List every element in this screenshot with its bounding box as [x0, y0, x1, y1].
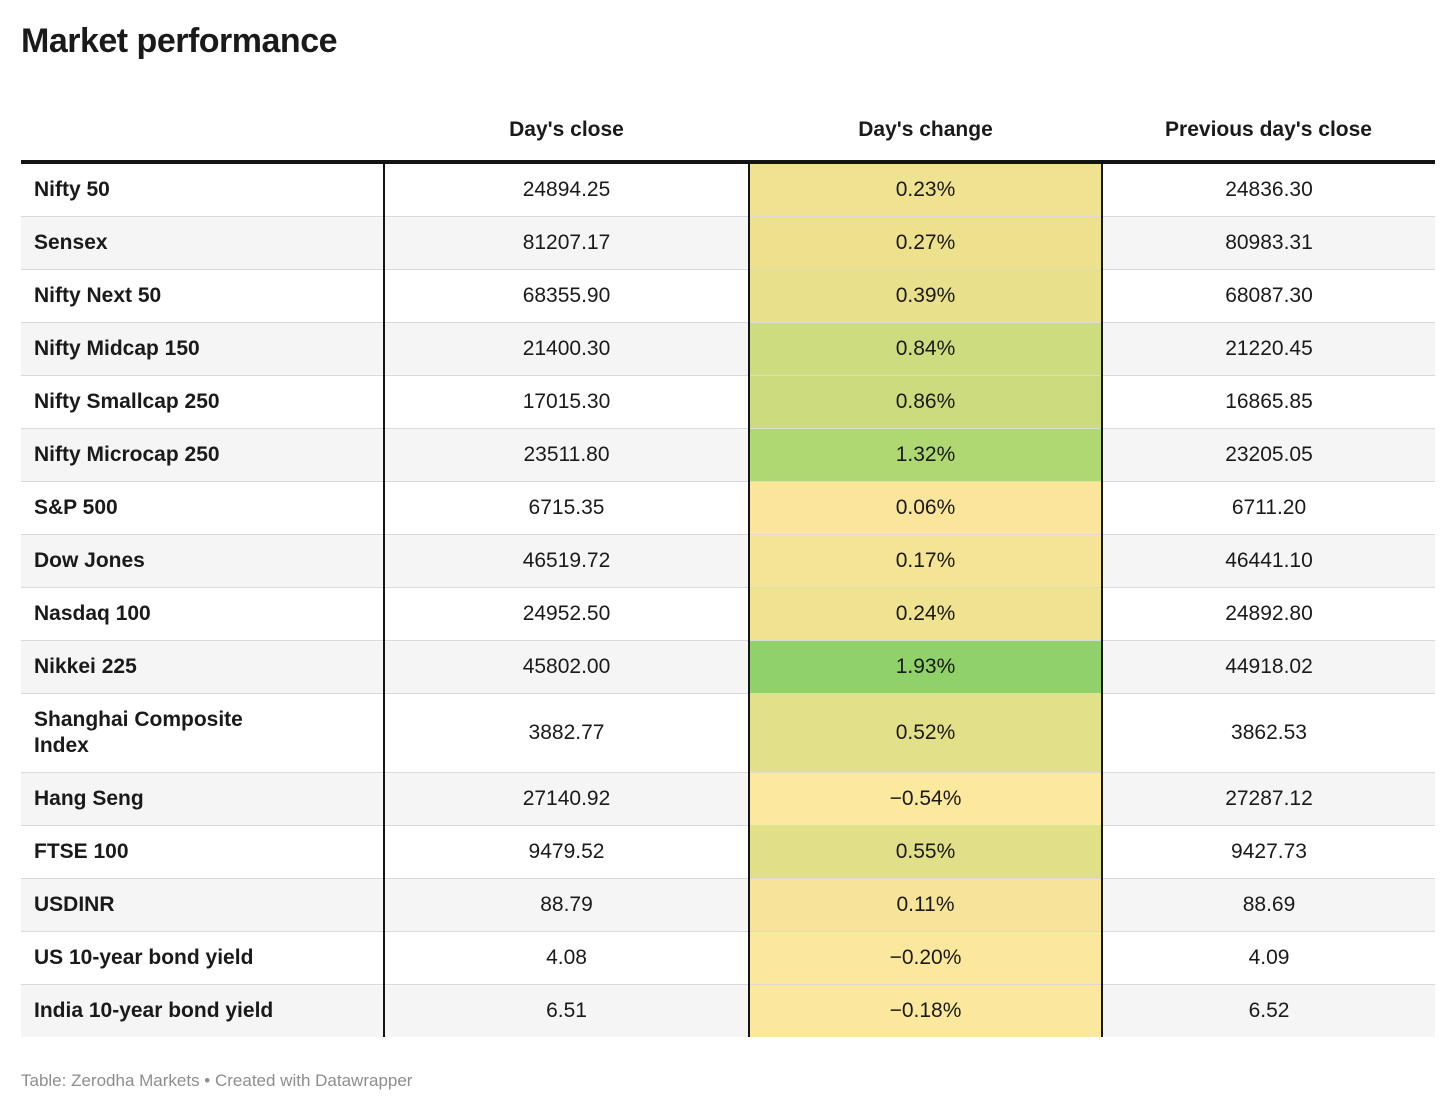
row-previous-days-close: 21220.45 — [1102, 322, 1435, 376]
row-days-change: 0.84% — [748, 322, 1103, 376]
table-body: Nifty 50 24894.25 0.23% 24836.30 Sensex 81207… — [21, 162, 1435, 1037]
row-days-change: 0.23% — [748, 162, 1103, 217]
row-index-name: Dow Jones — [21, 534, 385, 588]
table-row: Hang Seng 27140.92 −0.54% 27287.12 — [21, 772, 1435, 826]
row-index-name: Nikkei 225 — [21, 640, 385, 694]
row-previous-days-close: 24892.80 — [1102, 587, 1435, 641]
row-days-change: 1.32% — [748, 428, 1103, 482]
table-row: US 10-year bond yield 4.08 −0.20% 4.09 — [21, 931, 1435, 985]
row-days-close: 88.79 — [384, 878, 749, 932]
page-title: Market performance — [21, 22, 338, 60]
row-previous-days-close: 46441.10 — [1102, 534, 1435, 588]
table-row: Nikkei 225 45802.00 1.93% 44918.02 — [21, 640, 1435, 694]
table-row: India 10-year bond yield 6.51 −0.18% 6.52 — [21, 984, 1435, 1037]
row-index-name: Nifty Midcap 150 — [21, 322, 385, 376]
row-days-close: 27140.92 — [384, 772, 749, 826]
row-previous-days-close: 9427.73 — [1102, 825, 1435, 879]
row-days-close: 68355.90 — [384, 269, 749, 323]
row-previous-days-close: 24836.30 — [1225, 178, 1313, 201]
table-row: Nifty 50 24894.25 0.23% 24836.30 — [21, 162, 1435, 217]
market-performance-table: Day's close Day's change Previous day's … — [21, 118, 1435, 1037]
row-days-change: −0.54% — [748, 772, 1103, 826]
row-days-close: 4.08 — [384, 931, 749, 985]
row-days-change: 0.52% — [748, 693, 1103, 773]
table-row: Sensex 81207.17 0.27% 80983.31 — [21, 216, 1435, 270]
row-days-close: 45802.00 — [384, 640, 749, 694]
row-days-change: 0.55% — [748, 825, 1103, 879]
table-row: Shanghai Composite Index 3882.77 0.52% 3862… — [21, 693, 1435, 773]
table-row: Nifty Next 50 68355.90 0.39% 68087.30 — [21, 269, 1435, 323]
row-days-change: 0.11% — [748, 878, 1103, 932]
row-previous-days-close: 4.09 — [1102, 931, 1435, 985]
row-previous-days-close: 6711.20 — [1102, 481, 1435, 535]
row-index-name: Nasdaq 100 — [21, 587, 385, 641]
row-days-change: 0.06% — [748, 481, 1103, 535]
row-days-change: 0.86% — [748, 375, 1103, 429]
row-previous-days-close: 88.69 — [1102, 878, 1435, 932]
row-days-change: 0.17% — [748, 534, 1103, 588]
header-days-close: Day's close — [384, 118, 749, 164]
table-row: Nifty Microcap 250 23511.80 1.32% 23205.05 — [21, 428, 1435, 482]
row-days-change: 0.39% — [748, 269, 1103, 323]
row-days-change: −0.18% — [748, 984, 1103, 1037]
row-previous-days-close: 6.52 — [1102, 984, 1435, 1037]
row-days-close: 21400.30 — [384, 322, 749, 376]
row-previous-days-close: 80983.31 — [1102, 216, 1435, 270]
header-days-change: Day's change — [749, 118, 1102, 164]
row-days-close: 24894.25 — [522, 178, 611, 201]
table-row: FTSE 100 9479.52 0.55% 9427.73 — [21, 825, 1435, 879]
row-days-change: 1.93% — [748, 640, 1103, 694]
table-attribution: Table: Zerodha Markets • Created with Da… — [21, 1071, 413, 1090]
row-days-close: 81207.17 — [384, 216, 749, 270]
table-row: Nifty Smallcap 250 17015.30 0.86% 16865.85 — [21, 375, 1435, 429]
row-previous-days-close: 23205.05 — [1102, 428, 1435, 482]
row-previous-days-close: 68087.30 — [1102, 269, 1435, 323]
row-index-name: Hang Seng — [21, 772, 385, 826]
row-days-close: 3882.77 — [384, 693, 749, 773]
row-index-name: Sensex — [21, 216, 385, 270]
row-days-close: 24952.50 — [384, 587, 749, 641]
row-index-name: Nifty Next 50 — [21, 269, 385, 323]
table-row: USDINR 88.79 0.11% 88.69 — [21, 878, 1435, 932]
row-previous-days-close: 16865.85 — [1102, 375, 1435, 429]
header-index-name — [21, 118, 384, 164]
row-days-close: 17015.30 — [384, 375, 749, 429]
row-days-close: 46519.72 — [384, 534, 749, 588]
row-index-name: Shanghai Composite Index — [21, 693, 385, 773]
row-index-name: Nifty 50 — [21, 162, 385, 217]
table-row: Dow Jones 46519.72 0.17% 46441.10 — [21, 534, 1435, 588]
row-days-close: 9479.52 — [384, 825, 749, 879]
row-index-name: Nifty Smallcap 250 — [21, 375, 385, 429]
table-row: Nifty Midcap 150 21400.30 0.84% 21220.45 — [21, 322, 1435, 376]
table-row: S&P 500 6715.35 0.06% 6711.20 — [21, 481, 1435, 535]
row-index-name: India 10-year bond yield — [21, 984, 385, 1037]
table-header: Day's close Day's change Previous day's … — [21, 118, 1435, 164]
table-row: Nasdaq 100 24952.50 0.24% 24892.80 — [21, 587, 1435, 641]
row-previous-days-close: 27287.12 — [1102, 772, 1435, 826]
row-days-close: 23511.80 — [384, 428, 749, 482]
row-previous-days-close: 3862.53 — [1102, 693, 1435, 773]
row-index-name: USDINR — [21, 878, 385, 932]
row-days-change: 0.27% — [748, 216, 1103, 270]
row-days-close: 6.51 — [384, 984, 749, 1037]
row-days-change: 0.24% — [748, 587, 1103, 641]
row-previous-days-close: 44918.02 — [1102, 640, 1435, 694]
row-index-name: FTSE 100 — [21, 825, 385, 879]
row-index-name: S&P 500 — [21, 481, 385, 535]
header-previous-days-close: Previous day's close — [1102, 118, 1435, 164]
row-index-name: Nifty Microcap 250 — [21, 428, 385, 482]
row-index-name: US 10-year bond yield — [21, 931, 385, 985]
row-days-change: −0.20% — [748, 931, 1103, 985]
row-days-close: 6715.35 — [384, 481, 749, 535]
